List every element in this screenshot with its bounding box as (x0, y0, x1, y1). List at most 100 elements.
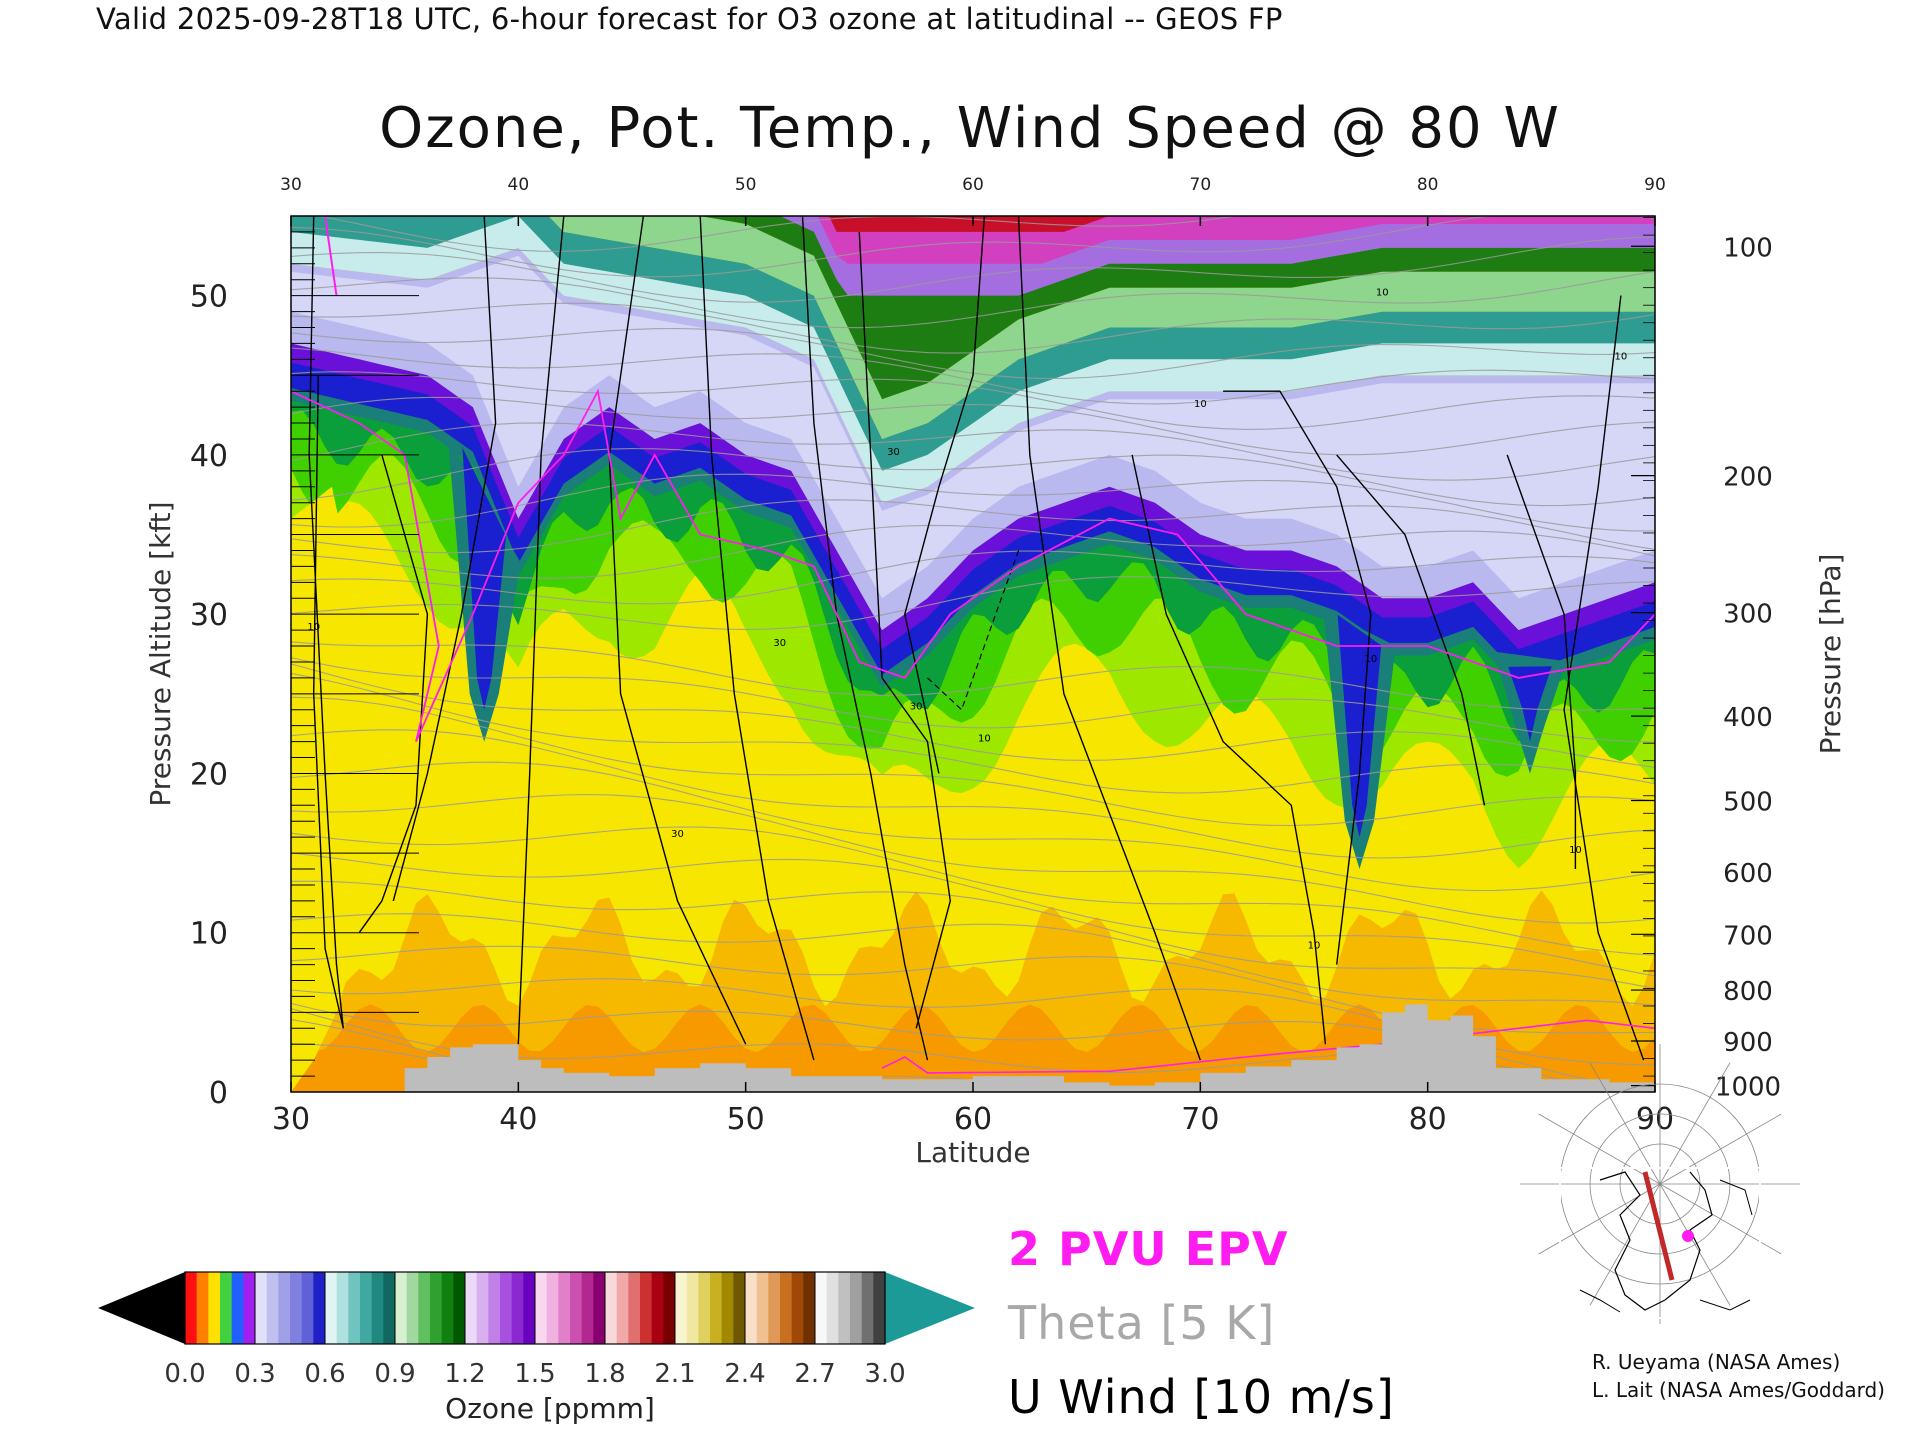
colorbar-tick-label: 1.5 (514, 1359, 555, 1389)
stratospheric-tongue-blue (1337, 614, 1382, 838)
terrain-layer (291, 1004, 1655, 1092)
wind-contour (1336, 454, 1486, 806)
chart-title: Ozone, Pot. Temp., Wind Speed @ 80 W (379, 96, 1561, 161)
y-right-tick-label: 100 (1723, 233, 1773, 263)
colorbar-tick-label: 0.0 (164, 1359, 205, 1389)
colorbar-swatch (348, 1272, 361, 1344)
wind-contour (1017, 216, 1201, 1061)
theta-contour (291, 729, 1655, 859)
epv-contour (291, 388, 1655, 742)
inset-map-marker (1682, 1230, 1694, 1242)
colorbar-frame (184, 1271, 886, 1345)
legend-uwind: U Wind [10 m/s] (1008, 1370, 1395, 1424)
theta-contour (291, 550, 1655, 605)
colorbar-swatch (675, 1272, 688, 1344)
y-left-tick-label: 20 (190, 757, 228, 792)
theta-contour (291, 672, 1655, 794)
theta-contour (291, 347, 1655, 405)
inset-map-coastline (1599, 1171, 1713, 1311)
y-right-tick-label: 500 (1723, 788, 1773, 818)
colorbar-tick-label: 0.3 (234, 1359, 275, 1389)
theta-contour (291, 826, 1655, 956)
wind-contour-negative (927, 550, 1020, 711)
ozone-band-orange (291, 890, 1655, 1092)
colorbar-swatch (476, 1272, 489, 1344)
wind-contour-label: 10 (1308, 941, 1321, 952)
colorbar-swatch (418, 1272, 431, 1344)
ozone-band-pale-green (427, 216, 1655, 439)
colorbar-swatch (441, 1272, 454, 1344)
x-top-tick-label: 40 (508, 175, 530, 195)
wind-contour-label: 10 (1376, 288, 1389, 299)
colorbar-swatch (453, 1272, 466, 1344)
ozone-column-yellow (291, 486, 371, 1092)
colorbar: 0.0 0.3 0.6 0.9 1.2 1.5 1.8 2.1 2.4 2.7 3.0 (98, 1271, 975, 1389)
wind-contour-label: 30 (910, 702, 923, 713)
colorbar-swatch (371, 1272, 384, 1344)
colorbar-swatch (803, 1272, 816, 1344)
inset-map-meridian (1538, 1113, 1661, 1185)
theta-contour (291, 913, 1655, 1006)
colorbar-swatch (430, 1272, 443, 1344)
colorbar-swatch (196, 1272, 209, 1344)
wind-contour-label: 10 (978, 734, 991, 745)
wind-contour (1506, 454, 1577, 869)
y-left-axis-label: Pressure Altitude [kft] (144, 501, 177, 806)
colorbar-swatch (850, 1272, 863, 1344)
wind-contour (358, 454, 429, 934)
ozone-band-pale-teal (291, 216, 1655, 503)
colorbar-swatch (313, 1272, 326, 1344)
colorbar-swatch (546, 1272, 559, 1344)
x-tick-label: 60 (954, 1102, 992, 1137)
y-left-tick-label: 50 (190, 280, 228, 315)
stratospheric-tongue-blue (462, 447, 507, 710)
theta-contour (291, 473, 1655, 532)
colorbar-swatch (616, 1272, 629, 1344)
colorbar-swatch (208, 1272, 221, 1344)
credit-line-1: R. Ueyama (NASA Ames) (1592, 1350, 1841, 1374)
y-right-axis-label: Pressure [hPa] (1814, 554, 1847, 755)
theta-contour (291, 641, 1655, 711)
colorbar-tick-label: 2.1 (654, 1359, 695, 1389)
colorbar-swatch (721, 1272, 734, 1344)
inset-map-meridian (1659, 1113, 1782, 1185)
colorbar-swatch (231, 1272, 244, 1344)
inset-map-meridian (1589, 1183, 1661, 1306)
x-tick-label: 40 (499, 1102, 537, 1137)
wind-contour (904, 216, 986, 774)
y-left-tick-label: 30 (190, 598, 228, 633)
colorbar-swatch (523, 1272, 536, 1344)
colorbar-swatch (500, 1272, 513, 1344)
colorbar-swatch (406, 1272, 419, 1344)
colorbar-swatch (465, 1272, 478, 1344)
x-tick-label: 30 (272, 1102, 310, 1137)
colorbar-swatch (290, 1272, 303, 1344)
wind-contour-label: 10 (1569, 845, 1582, 856)
colorbar-swatch (663, 1272, 676, 1344)
colorbar-swatch (768, 1272, 781, 1344)
theta-contour (291, 236, 1655, 303)
colorbar-swatch (581, 1272, 594, 1344)
y-right-tick-label: 900 (1723, 1028, 1773, 1058)
x-tick-label: 50 (727, 1102, 765, 1137)
x-top-tick-label: 90 (1644, 175, 1666, 195)
theta-contour (291, 696, 1655, 827)
colorbar-swatch (628, 1272, 641, 1344)
inset-map-meridian (1659, 1183, 1782, 1255)
colorbar-tick-label: 3.0 (864, 1359, 905, 1389)
x-tick-label: 70 (1181, 1102, 1219, 1137)
colorbar-swatch (255, 1272, 268, 1344)
wind-contour (517, 216, 565, 1045)
colorbar-tick-label: 0.6 (304, 1359, 345, 1389)
theta-contour (291, 270, 1655, 329)
colorbar-swatch (570, 1272, 583, 1344)
colorbar-swatch (861, 1272, 874, 1344)
colorbar-tick-label: 1.8 (584, 1359, 625, 1389)
colorbar-swatch (336, 1272, 349, 1344)
colorbar-swatch (756, 1272, 769, 1344)
wind-contour-label: 10 (1194, 399, 1207, 410)
y-right-tick-label: 700 (1723, 921, 1773, 951)
y-right-tick-label: 300 (1723, 600, 1773, 630)
colorbar-swatch (698, 1272, 711, 1344)
